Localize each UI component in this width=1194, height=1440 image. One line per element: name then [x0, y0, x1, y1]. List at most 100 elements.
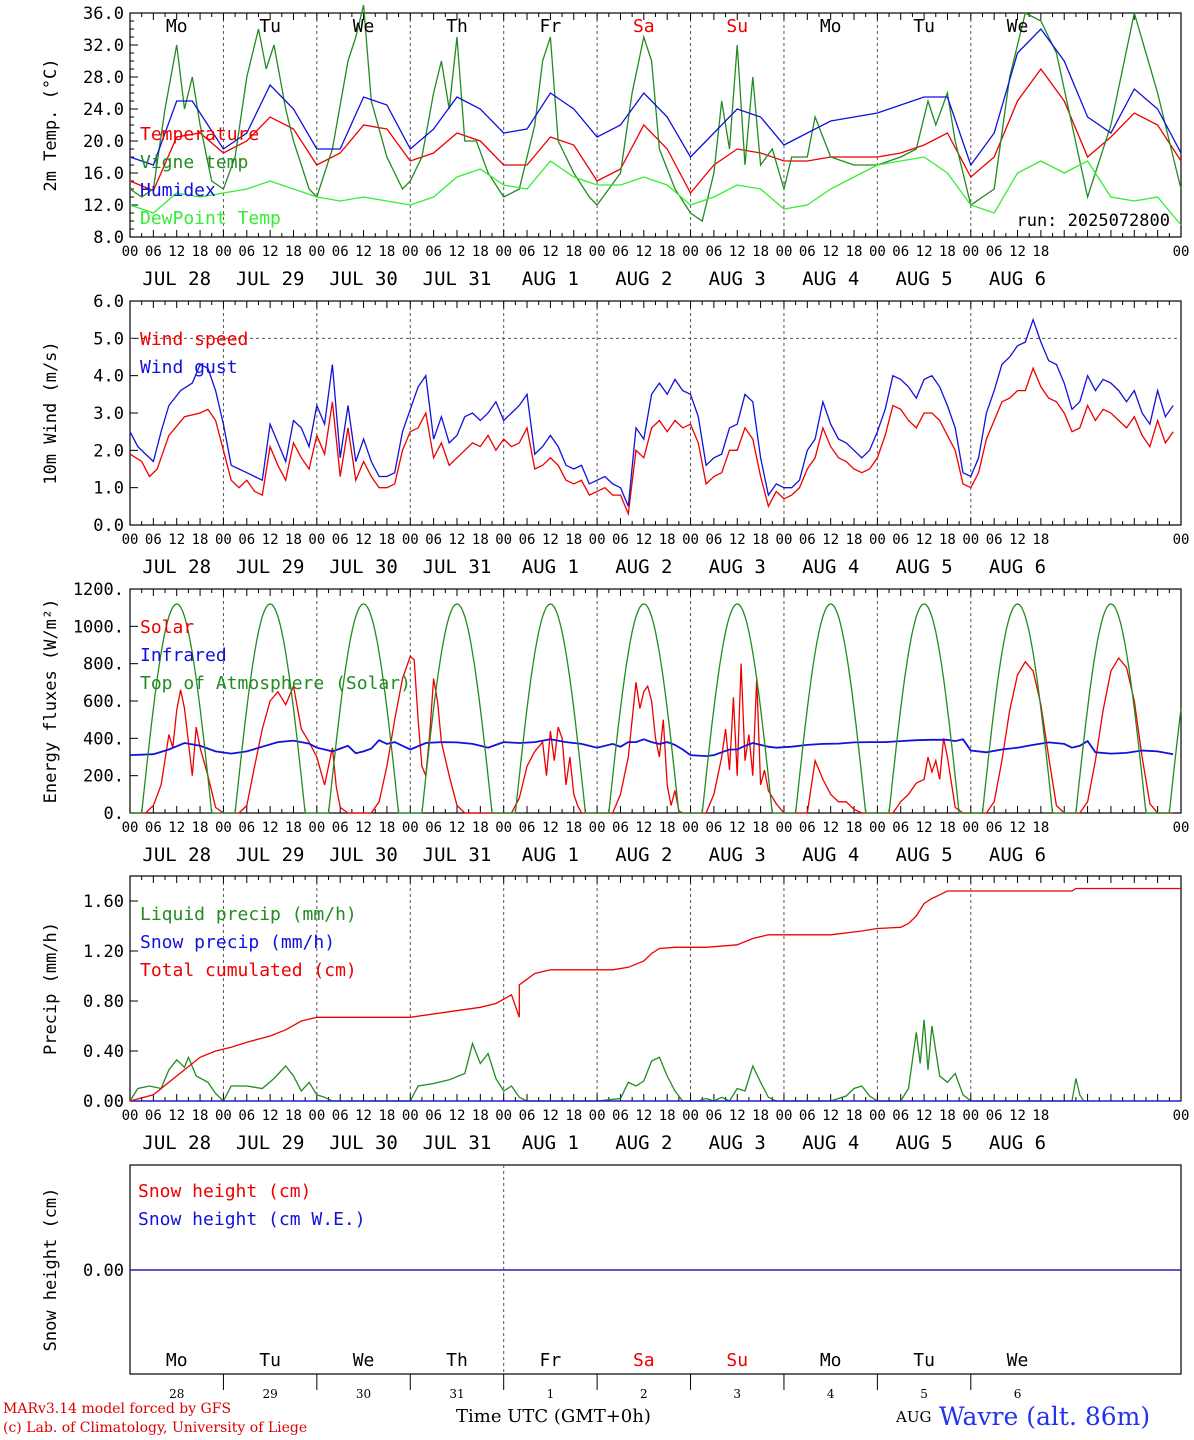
hour-tick-label: 18	[846, 532, 863, 548]
panel-1	[129, 4, 1182, 238]
hour-tick-label: 12	[262, 820, 279, 836]
hour-tick-label: 18	[939, 1108, 956, 1124]
hour-tick-label: 18	[939, 244, 956, 260]
hour-tick-label: 12	[168, 532, 185, 548]
hour-tick-label: 06	[145, 244, 162, 260]
weekday-label-top: We	[353, 16, 375, 37]
hour-tick-label: 06	[238, 1108, 255, 1124]
hour-tick-label: 06	[332, 820, 349, 836]
hour-tick-label: 00	[869, 820, 886, 836]
hour-tick-label: 06	[986, 244, 1003, 260]
legend-liquid-precip-mm-h: Liquid precip (mm/h)	[140, 904, 357, 925]
hour-tick-label: 12	[1009, 1108, 1026, 1124]
y-axis-label: Energy fluxes (W/m²)	[41, 599, 61, 804]
day-number-label: 3	[733, 1387, 741, 1401]
hour-tick-label: 12	[822, 1108, 839, 1124]
hour-tick-label: 06	[425, 532, 442, 548]
weekday-label-top: Tu	[259, 16, 281, 37]
hour-tick-label: 18	[192, 244, 209, 260]
date-label: JUL 30	[329, 1132, 398, 1154]
hour-tick-label: 18	[752, 1108, 769, 1124]
hour-tick-label: 12	[822, 244, 839, 260]
date-label: JUL 28	[142, 844, 211, 866]
hour-tick-label: 06	[799, 532, 816, 548]
hour-tick-label: 12	[729, 532, 746, 548]
hour-tick-label: 00	[776, 532, 793, 548]
panel-3	[129, 588, 1182, 814]
date-label: AUG 6	[989, 1132, 1046, 1154]
y-tick-label: 28.0	[83, 68, 124, 88]
legend-temperature: Temperature	[140, 124, 259, 145]
hour-tick-label: 06	[986, 820, 1003, 836]
date-label: AUG 3	[709, 268, 766, 290]
hour-tick-label: 12	[635, 1108, 652, 1124]
date-label: AUG 1	[522, 556, 579, 578]
date-label: AUG 4	[802, 844, 859, 866]
hour-tick-label: 18	[752, 820, 769, 836]
hour-tick-label: 12	[262, 532, 279, 548]
date-label: JUL 31	[423, 1132, 492, 1154]
legend-dewpoint-temp: DewPoint Temp	[140, 208, 281, 229]
day-number-label: 1	[547, 1387, 555, 1401]
hour-tick-label: 00	[402, 244, 419, 260]
hour-tick-label: 18	[846, 820, 863, 836]
y-tick-label: 12.0	[83, 196, 124, 216]
hour-tick-label: 00	[495, 1108, 512, 1124]
weekday-label-top: Tu	[913, 16, 935, 37]
hour-tick-label: 12	[355, 244, 372, 260]
hour-tick-label: 06	[519, 1108, 536, 1124]
y-tick-label: 8.0	[93, 228, 124, 248]
hour-tick-label: 06	[612, 244, 629, 260]
y-tick-label: 600.	[83, 692, 124, 712]
hour-tick-label: 00	[776, 244, 793, 260]
hour-tick-label: 06	[892, 1108, 909, 1124]
day-number-label: 29	[262, 1387, 277, 1401]
hour-tick-label: 00	[308, 532, 325, 548]
credit-line-1: MARv3.14 model forced by GFS	[3, 1401, 232, 1417]
hour-tick-label: 12	[168, 1108, 185, 1124]
hour-tick-label: 06	[612, 1108, 629, 1124]
legend-top-of-atmosphere-solar: Top of Atmosphere (Solar)	[140, 673, 411, 694]
hour-tick-label: 18	[659, 1108, 676, 1124]
legend-vigne-temp: Vigne temp	[140, 152, 248, 173]
hour-tick-label: 06	[705, 1108, 722, 1124]
hour-tick-label: 18	[378, 244, 395, 260]
weekday-label-bottom: Mo	[166, 1350, 188, 1371]
hour-tick-label: 00	[1173, 1108, 1190, 1124]
hour-tick-label: 00	[308, 244, 325, 260]
weekday-label-top: Su	[726, 16, 748, 37]
series-line-liquid-precip-mm-h	[129, 1019, 1085, 1103]
date-label: AUG 1	[522, 1132, 579, 1154]
hour-tick-label: 00	[122, 532, 139, 548]
hour-tick-label: 12	[729, 820, 746, 836]
hour-tick-label: 06	[425, 244, 442, 260]
hour-tick-label: 00	[308, 1108, 325, 1124]
date-label: AUG 2	[615, 268, 672, 290]
hour-tick-label: 06	[892, 820, 909, 836]
hour-tick-label: 00	[1173, 244, 1190, 260]
day-number-label: 31	[449, 1387, 464, 1401]
date-label: AUG 1	[522, 268, 579, 290]
panel-4	[129, 875, 1182, 1103]
hour-tick-label: 00	[962, 1108, 979, 1124]
hour-tick-label: 12	[1009, 820, 1026, 836]
hour-tick-label: 00	[1173, 820, 1190, 836]
hour-tick-label: 00	[589, 532, 606, 548]
date-label: JUL 31	[423, 556, 492, 578]
y-axis-label: Snow height (cm)	[41, 1188, 61, 1352]
hour-tick-label: 00	[962, 532, 979, 548]
hour-tick-label: 12	[355, 1108, 372, 1124]
hour-tick-label: 12	[168, 244, 185, 260]
hour-tick-label: 18	[659, 244, 676, 260]
series-line-vigne-temp	[129, 4, 1182, 223]
date-label: AUG 4	[802, 1132, 859, 1154]
hour-tick-label: 00	[495, 532, 512, 548]
hour-tick-label: 06	[425, 820, 442, 836]
legend-snow-height-cm-w-e: Snow height (cm W.E.)	[138, 1209, 366, 1230]
hour-tick-label: 06	[705, 820, 722, 836]
weekday-label-bottom: We	[1007, 1350, 1029, 1371]
hour-tick-label: 18	[565, 820, 582, 836]
hour-tick-label: 12	[822, 820, 839, 836]
hour-tick-label: 06	[705, 244, 722, 260]
series-line-dewpoint-temp	[129, 156, 1182, 226]
